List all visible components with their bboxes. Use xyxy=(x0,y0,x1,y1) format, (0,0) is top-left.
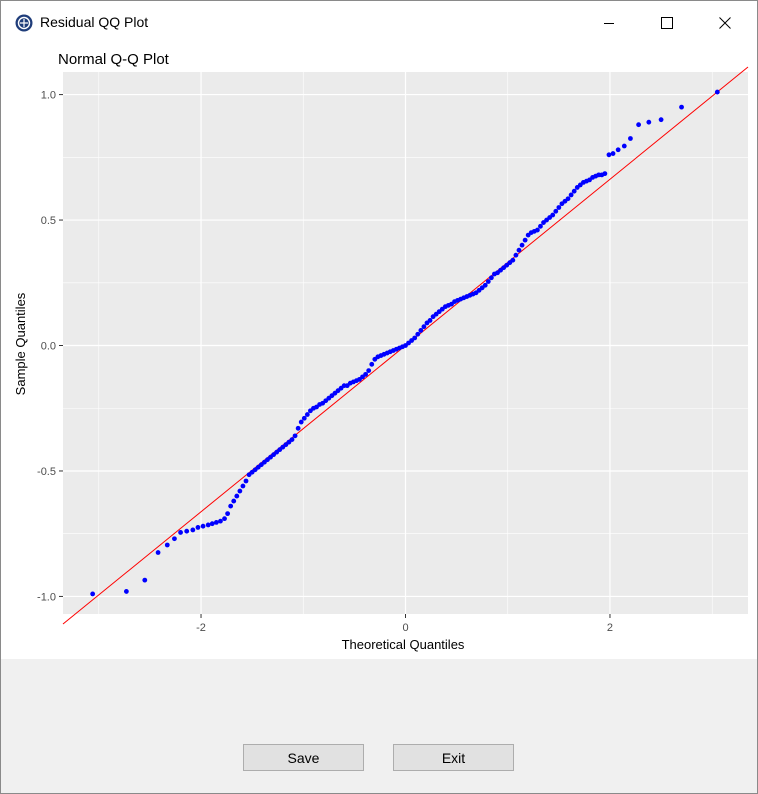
data-point xyxy=(516,247,522,253)
data-point xyxy=(234,493,240,499)
exit-button[interactable]: Exit xyxy=(393,744,514,771)
y-tick-label: -1.0 xyxy=(37,591,56,603)
data-point xyxy=(225,511,231,517)
data-point xyxy=(646,119,652,125)
data-point xyxy=(155,550,161,555)
data-point xyxy=(658,117,664,123)
data-point xyxy=(363,371,369,377)
data-point xyxy=(209,521,215,527)
data-point xyxy=(550,212,556,218)
data-point xyxy=(213,520,219,525)
y-tick-label: 1.0 xyxy=(41,90,56,102)
data-point xyxy=(292,433,298,439)
minimize-icon xyxy=(604,22,614,24)
y-axis-label: Sample Quantiles xyxy=(13,292,28,395)
data-point xyxy=(142,577,148,583)
data-point xyxy=(298,419,304,425)
x-tick-label: 2 xyxy=(607,622,613,634)
window-title: Residual QQ Plot xyxy=(40,14,149,30)
data-point xyxy=(240,483,246,489)
x-tick-label: -2 xyxy=(196,622,206,634)
x-tick-label: 0 xyxy=(402,622,408,634)
maximize-icon xyxy=(661,16,673,29)
data-point xyxy=(190,527,196,533)
data-point xyxy=(602,171,608,177)
y-tick-label: 0.0 xyxy=(41,341,56,353)
data-point xyxy=(289,437,295,443)
data-point xyxy=(679,104,684,110)
data-point xyxy=(184,528,190,534)
data-point xyxy=(482,282,488,288)
data-point xyxy=(164,542,170,548)
data-point xyxy=(415,331,421,337)
plot-area: Normal Q-Q Plot -2 0 2 -1.0 -0.5 0.0 0.5 1.0 Th… xyxy=(1,44,757,659)
save-button[interactable]: Save xyxy=(243,744,364,771)
data-point xyxy=(178,530,183,535)
data-point xyxy=(636,122,642,128)
data-point xyxy=(522,237,528,243)
data-point xyxy=(568,192,574,198)
data-point xyxy=(606,152,612,158)
data-point xyxy=(519,242,525,248)
data-point xyxy=(534,227,540,233)
qq-plot-chart: Normal Q-Q Plot -2 0 2 -1.0 -0.5 0.0 0.5 1.0 Th… xyxy=(13,51,749,652)
data-point xyxy=(714,89,720,95)
data-point xyxy=(571,188,577,194)
data-point xyxy=(295,425,301,431)
data-point xyxy=(205,522,211,528)
data-point xyxy=(488,275,494,281)
data-point xyxy=(200,523,206,529)
data-point xyxy=(610,151,616,156)
data-point xyxy=(628,136,633,141)
data-point xyxy=(366,368,372,374)
data-point xyxy=(565,196,571,202)
data-point xyxy=(195,525,201,530)
data-point xyxy=(90,591,96,597)
data-point xyxy=(231,498,237,504)
data-point xyxy=(485,279,491,284)
data-point xyxy=(513,252,519,258)
data-point xyxy=(553,208,559,214)
data-point xyxy=(304,412,310,417)
title-bar[interactable]: Residual QQ Plot xyxy=(1,1,757,44)
data-point xyxy=(538,223,543,229)
data-point xyxy=(556,205,562,210)
data-point xyxy=(172,536,177,542)
data-point xyxy=(621,143,627,149)
data-point xyxy=(123,589,129,594)
x-axis-label: Theoretical Quantiles xyxy=(342,637,465,652)
y-tick-label: -0.5 xyxy=(37,466,56,478)
chart-title: Normal Q-Q Plot xyxy=(58,51,170,68)
data-point xyxy=(222,516,227,522)
data-point xyxy=(421,324,427,330)
app-icon xyxy=(15,14,33,32)
data-point xyxy=(237,488,243,494)
data-point xyxy=(427,318,433,323)
data-point xyxy=(412,335,418,341)
maximize-button[interactable] xyxy=(638,1,696,44)
y-tick-label: 0.5 xyxy=(41,215,56,227)
close-button[interactable] xyxy=(696,1,754,44)
data-point xyxy=(243,478,249,484)
data-point xyxy=(228,503,234,509)
data-point xyxy=(369,361,375,367)
data-point xyxy=(301,415,307,421)
data-point xyxy=(418,328,424,333)
data-point xyxy=(615,147,621,153)
data-point xyxy=(218,518,223,524)
minimize-button[interactable] xyxy=(580,1,638,44)
data-point xyxy=(510,257,516,263)
close-icon xyxy=(719,16,731,29)
